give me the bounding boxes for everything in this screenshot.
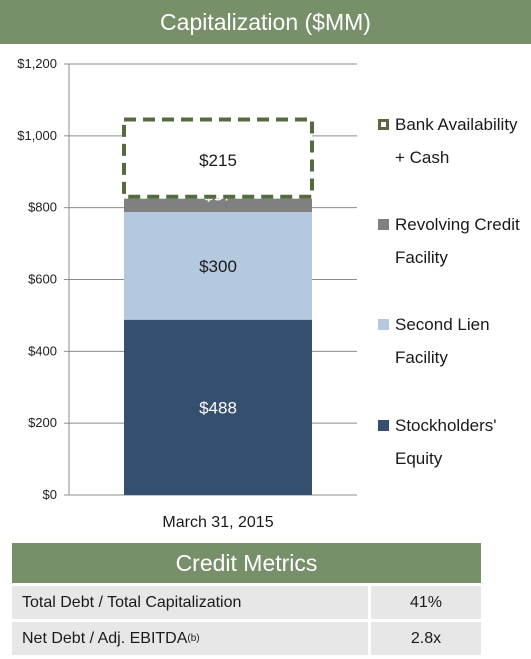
credit-metrics-table: Total Debt / Total Capitalization 41% Ne… <box>12 586 481 658</box>
legend-item-stockholders-equity: Stockholders' Equity <box>378 409 520 475</box>
y-tick-label: $400 <box>28 343 57 358</box>
legend-label-second-lien: Second Lien Facility <box>395 315 490 367</box>
data-label-second-lien-facility: $300 <box>199 257 237 276</box>
legend-item-bank-availability: Bank Availability + Cash <box>378 108 520 174</box>
metrics-row-total-debt: Total Debt / Total Capitalization 41% <box>12 586 481 619</box>
y-tick-label: $200 <box>28 415 57 430</box>
legend-label-stockholders-equity: Stockholders' Equity <box>395 416 497 468</box>
legend-item-revolving-credit: Revolving Credit Facility <box>378 208 520 274</box>
bar-segment-stockholders-equity <box>124 319 312 495</box>
legend-swatch-second-lien <box>378 319 389 330</box>
metric-name-total-debt: Total Debt / Total Capitalization <box>12 586 368 619</box>
y-tick-label: $800 <box>28 200 57 215</box>
credit-metrics-title: Credit Metrics <box>175 549 318 576</box>
data-label-bank-availability-cash: $215 <box>199 151 237 170</box>
x-category-label: March 31, 2015 <box>162 514 273 531</box>
capitalization-chart: $0$200$400$600$800$1,000$1,200$488$300$3… <box>17 56 357 531</box>
metric-value-total-debt: 41% <box>368 586 481 619</box>
y-tick-label: $600 <box>28 272 57 287</box>
legend-swatch-bank-availability <box>378 119 389 130</box>
legend-swatch-stockholders-equity <box>378 420 389 431</box>
y-tick-label: $1,200 <box>17 56 57 71</box>
legend-swatch-revolving-credit <box>378 219 389 230</box>
legend-label-revolving-credit: Revolving Credit Facility <box>395 215 520 267</box>
legend-item-second-lien: Second Lien Facility <box>378 308 520 374</box>
metric-value-net-debt: 2.8x <box>368 622 481 655</box>
legend-label-bank-availability: Bank Availability + Cash <box>395 115 518 167</box>
y-tick-label: $0 <box>43 487 57 502</box>
credit-metrics-header: Credit Metrics <box>12 543 481 583</box>
metric-name-net-debt: Net Debt / Adj. EBITDA (b) <box>12 622 368 655</box>
chart-title-bar: Capitalization ($MM) <box>0 0 531 44</box>
y-tick-label: $1,000 <box>17 128 57 143</box>
metric-label-total-debt: Total Debt / Total Capitalization <box>22 593 242 611</box>
metric-footnote-net-debt: (b) <box>187 633 200 644</box>
chart-title: Capitalization ($MM) <box>160 8 371 35</box>
metric-label-net-debt: Net Debt / Adj. EBITDA <box>22 629 188 647</box>
bar-segment-revolving-credit-facility <box>124 198 312 212</box>
bar-segment-second-lien-facility <box>124 211 312 320</box>
data-label-stockholders-equity: $488 <box>199 398 237 417</box>
metrics-row-net-debt: Net Debt / Adj. EBITDA (b) 2.8x <box>12 622 481 655</box>
bar-segment-bank-availability-cash <box>122 117 314 199</box>
